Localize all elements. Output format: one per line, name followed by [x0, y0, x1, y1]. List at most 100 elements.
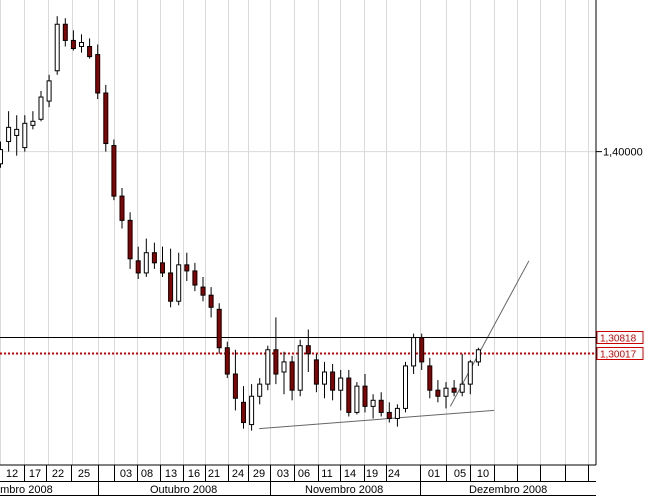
- candle: [6, 111, 12, 152]
- month-label: embro 2008: [0, 484, 53, 496]
- candle: [103, 84, 109, 152]
- candle: [200, 276, 206, 302]
- day-label: 22: [52, 468, 64, 480]
- candle: [151, 242, 157, 269]
- candle-body: [151, 252, 157, 264]
- candle-body: [451, 387, 457, 393]
- candle-body: [0, 149, 3, 165]
- day-label: 24: [388, 468, 400, 480]
- candle: [394, 404, 400, 427]
- candle-body: [14, 128, 20, 136]
- day-label: 01: [428, 468, 440, 480]
- candle: [419, 333, 425, 370]
- candle: [62, 18, 68, 47]
- candle-body: [184, 264, 190, 272]
- month-labels: embro 2008 Outubro 2008 Novembro 2008 Dezem…: [0, 481, 547, 496]
- candle: [467, 359, 473, 395]
- candle: [289, 355, 295, 401]
- candle: [411, 333, 417, 375]
- candle-body: [62, 23, 68, 41]
- day-label: 06: [298, 468, 310, 480]
- candle: [305, 329, 311, 372]
- candle-body: [297, 345, 303, 391]
- plot-area: [0, 0, 596, 465]
- candle: [22, 115, 28, 152]
- candle-body: [192, 270, 198, 286]
- day-label: 11: [321, 468, 332, 480]
- candle-body: [443, 387, 449, 397]
- candle-body: [394, 407, 400, 419]
- candle: [322, 361, 327, 399]
- candle: [54, 16, 60, 75]
- candle-body: [322, 371, 327, 385]
- candle: [192, 262, 198, 292]
- candle-body: [403, 365, 408, 409]
- candle: [168, 248, 174, 308]
- candle-body: [241, 401, 246, 424]
- month-label: Dezembro 2008: [469, 484, 547, 496]
- candle: [435, 380, 441, 403]
- candle: [330, 363, 336, 401]
- candle: [378, 392, 384, 417]
- candle-body: [208, 294, 214, 308]
- candle: [427, 357, 433, 399]
- level-tags: 1,30818 1,30017: [596, 331, 644, 361]
- candle-body: [305, 345, 311, 355]
- day-label: 16: [188, 468, 200, 480]
- candle-body: [475, 349, 481, 363]
- candle: [38, 90, 44, 122]
- candle: [87, 38, 93, 59]
- candle: [79, 34, 84, 53]
- candle-body: [103, 92, 109, 145]
- candle: [346, 369, 352, 417]
- day-label: 03: [277, 468, 289, 480]
- price-level-tag-box: [596, 347, 644, 360]
- candle-body: [111, 145, 117, 197]
- candle-body: [330, 371, 336, 391]
- price-axis: 1,40000 1,30818 1,30017: [595, 0, 644, 465]
- candle: [241, 386, 246, 429]
- candle: [313, 353, 319, 393]
- day-label: 05: [454, 468, 466, 480]
- month-label: Outubro 2008: [150, 484, 217, 496]
- candle-body: [338, 377, 344, 391]
- candle: [249, 384, 255, 431]
- candle-body: [176, 264, 182, 302]
- candle-body: [143, 252, 149, 274]
- candle: [176, 252, 182, 306]
- time-axis: 12 17 22 25 03 08 13 16 21 24 29 03 06 11 14 19 24 01 05 10…: [0, 464, 596, 496]
- candle-body: [22, 122, 28, 149]
- gridlines: [0, 0, 596, 465]
- day-label: 13: [165, 468, 177, 480]
- day-label: 21: [208, 468, 220, 480]
- candle: [111, 139, 117, 201]
- candles: [0, 16, 481, 431]
- candle-body: [370, 399, 376, 407]
- day-label: 19: [366, 468, 378, 480]
- candle: [386, 402, 392, 423]
- candle: [14, 115, 20, 156]
- candle-body: [6, 126, 12, 143]
- candle: [216, 303, 222, 354]
- candle-body: [160, 262, 165, 274]
- day-label: 24: [232, 468, 244, 480]
- price-level-tag: 1,30818: [596, 331, 644, 345]
- month-label: Novembro 2008: [305, 484, 383, 496]
- candle: [119, 188, 125, 229]
- day-label: 10: [477, 468, 489, 480]
- candle: [451, 380, 457, 397]
- candle-body: [281, 361, 287, 373]
- price-level-tag-box: [596, 331, 644, 344]
- day-label: 12: [6, 468, 18, 480]
- candle-body: [46, 80, 52, 102]
- trendline-support: [259, 409, 495, 430]
- candle-body: [70, 39, 76, 50]
- candle: [208, 287, 214, 318]
- candle: [143, 238, 149, 277]
- candle: [281, 351, 287, 395]
- candle: [273, 317, 279, 385]
- candle: [475, 347, 481, 366]
- candle: [362, 374, 368, 413]
- trendlines: [259, 260, 530, 430]
- day-labels: 12 17 22 25 03 08 13 16 21 24 29 03 06 11 14 19 24 01 05 10: [6, 465, 589, 481]
